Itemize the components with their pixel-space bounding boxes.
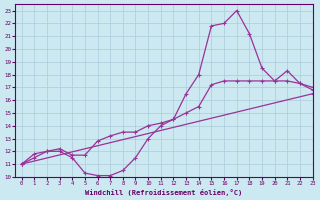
- X-axis label: Windchill (Refroidissement éolien,°C): Windchill (Refroidissement éolien,°C): [85, 189, 243, 196]
